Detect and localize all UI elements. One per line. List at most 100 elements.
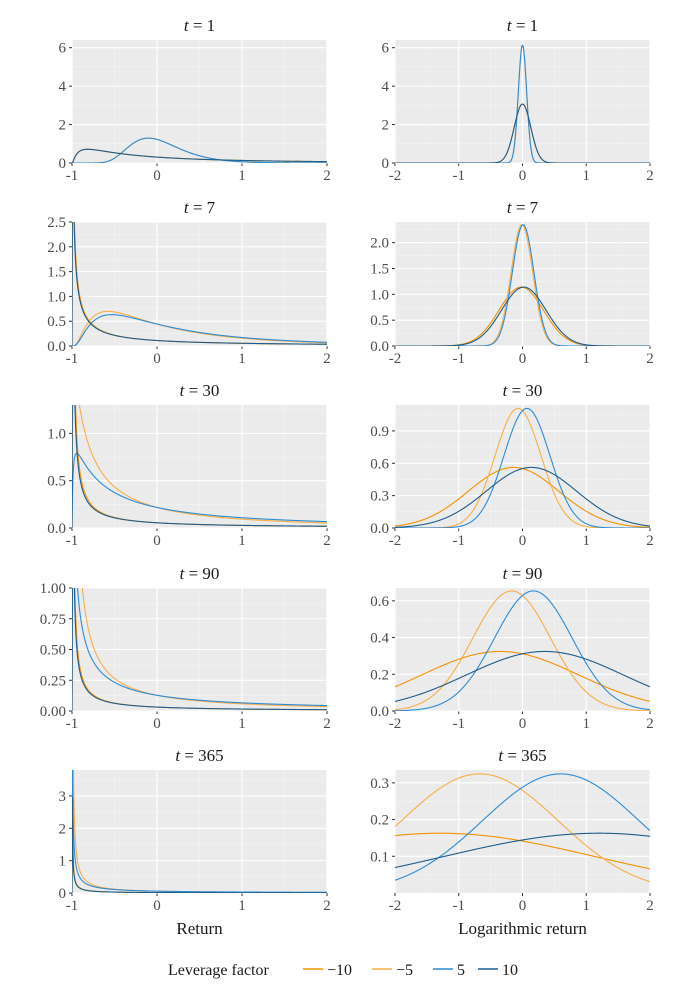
x-tick-label: 0 — [153, 716, 161, 732]
facet-title-var: t — [507, 16, 513, 35]
y-tick-label: 1.00 — [40, 581, 66, 597]
y-tick-label: 1.0 — [47, 289, 66, 305]
x-tick-label: 2 — [323, 898, 331, 914]
x-tick-label: 0 — [153, 168, 161, 184]
series-group — [395, 407, 650, 528]
series-line-minus10 — [395, 832, 650, 870]
legend-label-minus5: −5 — [396, 962, 413, 979]
facet-title-var: t — [503, 564, 509, 583]
legend-entry-5: 5 — [433, 962, 465, 979]
legend-entry-10: 10 — [478, 962, 518, 979]
facet-title-var: t — [507, 198, 513, 217]
series-line-10 — [395, 466, 650, 528]
x-tick-label: -2 — [389, 168, 402, 184]
facet-title: t = 30 — [503, 381, 543, 400]
facet-title-value: = 365 — [180, 746, 224, 765]
x-tick-label: 2 — [646, 898, 654, 914]
facet-panel: t = 1 -2 -1 0 1 2 0 2 4 6 — [382, 16, 654, 184]
x-tick-label: 0 — [519, 533, 527, 549]
y-tick-label: 4 — [59, 79, 67, 95]
x-tick-label: -1 — [453, 716, 466, 732]
legend-label-10: 10 — [502, 962, 518, 979]
series-group — [395, 773, 650, 883]
y-tick-label: 0.00 — [40, 704, 66, 720]
series-group — [395, 44, 650, 163]
series-line-10 — [72, 797, 327, 893]
x-tick-label: 2 — [646, 168, 654, 184]
y-tick-label: 0.9 — [370, 424, 389, 440]
series-line-minus5 — [395, 773, 650, 883]
series-line-minus5 — [72, 588, 327, 711]
x-tick-label: 0 — [153, 898, 161, 914]
facet-title-var: t — [180, 564, 186, 583]
series-line-5 — [72, 588, 327, 711]
y-tick-label: 2.0 — [370, 236, 389, 252]
y-tick-label: 2.0 — [47, 240, 66, 256]
facet-title-var: t — [498, 746, 504, 765]
x-tick-label: 1 — [238, 533, 246, 549]
series-line-5 — [395, 224, 650, 346]
facet-title: t = 30 — [180, 381, 220, 400]
x-tick-label: 1 — [238, 898, 246, 914]
series-group — [395, 590, 650, 711]
x-tick-label: -2 — [389, 716, 402, 732]
y-tick-label: 0.1 — [370, 849, 389, 865]
facet-title: t = 90 — [503, 564, 543, 583]
x-tick-label: 2 — [323, 533, 331, 549]
series-group — [395, 224, 650, 346]
x-tick-label: -1 — [66, 351, 79, 367]
series-line-minus5 — [72, 310, 327, 346]
facet-panel: t = 90 -1 0 1 2 0.00 0.25 0.50 0.75 1.00 — [40, 564, 331, 732]
series-line-10 — [72, 405, 327, 528]
y-tick-label: 0.6 — [370, 456, 389, 472]
y-tick-label: 1.0 — [47, 426, 66, 442]
series-line-5 — [72, 452, 327, 528]
y-tick-label: 0.0 — [47, 339, 66, 355]
facet-title-value: = 90 — [507, 564, 542, 583]
x-tick-label: 0 — [153, 351, 161, 367]
series-group — [72, 137, 327, 163]
y-tick-label: 1 — [59, 854, 67, 870]
facet-title: t = 7 — [507, 198, 539, 217]
series-group — [72, 405, 327, 528]
y-tick-label: 6 — [59, 41, 67, 57]
x-axis-label: Logarithmic return — [458, 919, 587, 938]
y-tick-label: 2 — [59, 118, 67, 134]
legend-title: Leverage factor — [168, 962, 269, 979]
series-group — [72, 222, 327, 346]
legend: Leverage factor −10 −5 5 10 — [168, 962, 518, 979]
x-tick-label: -1 — [453, 898, 466, 914]
series-line-5 — [395, 590, 650, 711]
x-tick-label: -1 — [453, 351, 466, 367]
y-tick-label: 6 — [382, 41, 390, 57]
x-tick-label: -1 — [66, 533, 79, 549]
x-tick-label: -2 — [389, 351, 402, 367]
facet-panel: t = 365 -2 -1 0 1 2 0.1 0.2 0.3 Logarithmic retur… — [370, 746, 654, 938]
facet-title-value: = 7 — [189, 198, 216, 217]
series-group — [72, 588, 327, 711]
series-line-10 — [72, 222, 327, 346]
x-tick-label: 2 — [323, 168, 331, 184]
y-tick-label: 0.5 — [47, 314, 66, 330]
facet-title-value: = 1 — [512, 16, 539, 35]
y-tick-label: 2 — [59, 821, 67, 837]
facet-title-var: t — [503, 381, 509, 400]
y-tick-label: 0.0 — [370, 339, 389, 355]
y-tick-label: 0.3 — [370, 776, 389, 792]
facet-panel: t = 30 -2 -1 0 1 2 0.0 0.3 0.6 0.9 — [370, 381, 654, 549]
series-line-10 — [395, 832, 650, 869]
y-tick-label: 1.0 — [370, 287, 389, 303]
y-tick-label: 1.5 — [370, 262, 389, 278]
series-line-10 — [395, 103, 650, 163]
x-tick-label: 1 — [583, 716, 591, 732]
x-tick-label: 2 — [646, 351, 654, 367]
x-tick-label: -1 — [453, 533, 466, 549]
x-tick-label: -2 — [389, 898, 402, 914]
facet-title-value: = 7 — [512, 198, 539, 217]
legend-label-5: 5 — [457, 962, 465, 979]
legend-entry-minus10: −10 — [303, 962, 352, 979]
series-group — [72, 770, 327, 893]
y-tick-label: 0 — [382, 156, 390, 172]
